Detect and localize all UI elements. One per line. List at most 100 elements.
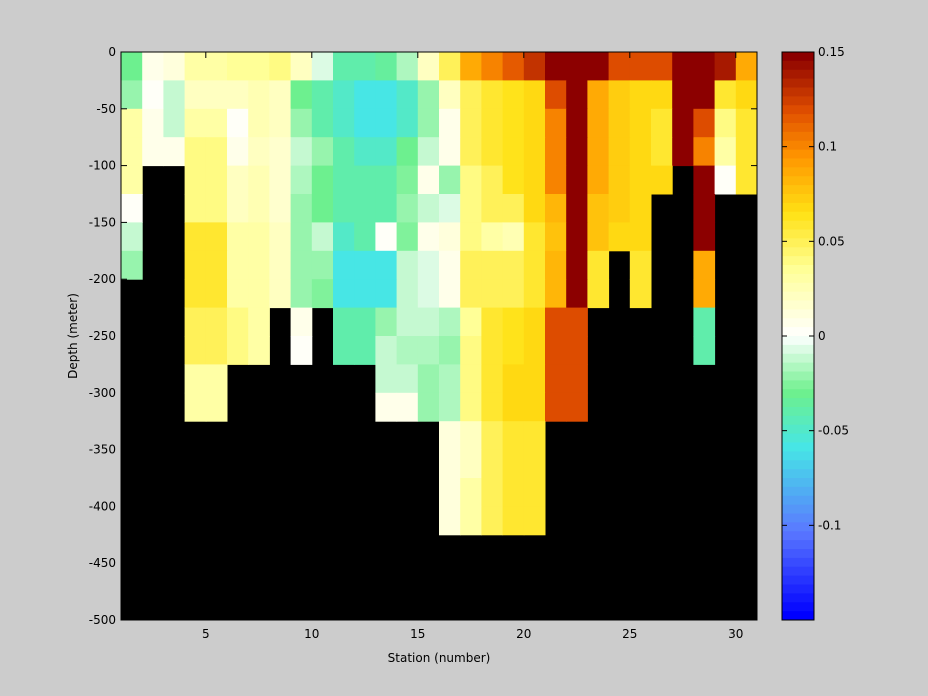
heatmap-cell (460, 222, 482, 252)
heatmap-cell (481, 336, 504, 365)
heatmap-cell (417, 336, 440, 365)
heatmap-cell (481, 279, 504, 309)
heatmap-cell (227, 137, 249, 167)
heatmap-cell (693, 279, 716, 309)
heatmap-cell (523, 307, 546, 337)
colorbar-swatch (782, 309, 814, 319)
colorbar-tick-label: 0.15 (818, 45, 845, 59)
heatmap-cell (587, 165, 610, 195)
heatmap-cell (333, 80, 355, 110)
heatmap-cell (545, 165, 567, 195)
heatmap-cell (608, 52, 631, 81)
heatmap-cell (545, 108, 567, 138)
heatmap-cell (735, 165, 758, 195)
colorbar-swatch (782, 247, 814, 257)
heatmap-cell (248, 279, 270, 309)
heatmap-cell (523, 194, 546, 223)
colorbar-swatch (782, 87, 814, 97)
colorbar-swatch (782, 69, 814, 80)
heatmap-cell (205, 108, 228, 138)
heatmap-cell (311, 52, 334, 81)
heatmap-cell (735, 52, 758, 81)
heatmap-cell (502, 279, 525, 309)
x-tick-label: 25 (622, 627, 637, 641)
colorbar-swatch (782, 344, 814, 355)
heatmap-cell (184, 80, 207, 110)
heatmap-cell (227, 165, 249, 195)
heatmap-cell (587, 250, 610, 280)
heatmap-cell (523, 336, 546, 365)
heatmap-cell (205, 137, 228, 167)
heatmap-cell (121, 165, 143, 195)
heatmap-cell (333, 165, 355, 195)
heatmap-cell (311, 165, 334, 195)
heatmap-cell (417, 165, 440, 195)
x-tick-label: 15 (410, 627, 425, 641)
heatmap-cell (545, 52, 567, 81)
heatmap-cell (545, 364, 567, 394)
heatmap-cell (290, 336, 313, 365)
heatmap-cell (587, 52, 610, 81)
heatmap-cell (354, 279, 376, 309)
heatmap-cell (502, 108, 525, 138)
heatmap-cell (693, 307, 716, 337)
heatmap-cell (142, 137, 164, 167)
colorbar-swatch (782, 229, 814, 239)
heatmap-cell (460, 364, 482, 394)
heatmap-cell (439, 165, 461, 195)
heatmap-cell (566, 194, 588, 223)
heatmap-cell (417, 80, 440, 110)
heatmap-cell (396, 222, 419, 252)
heatmap-cell (460, 80, 482, 110)
heatmap-cell (481, 449, 504, 479)
heatmap-cell (481, 165, 504, 195)
heatmap-cell (417, 108, 440, 138)
heatmap-cell (417, 222, 440, 252)
colorbar-swatch (782, 415, 814, 426)
heatmap-cell (205, 165, 228, 195)
heatmap-cell (714, 52, 737, 81)
heatmap-cell (693, 80, 716, 110)
heatmap-cell (523, 222, 546, 252)
heatmap-cell (333, 307, 355, 337)
heatmap-cell (587, 279, 610, 309)
heatmap-cell (290, 137, 313, 167)
colorbar-swatch (782, 52, 814, 62)
heatmap-cell (502, 165, 525, 195)
heatmap-cell (439, 80, 461, 110)
heatmap-cell (460, 506, 482, 536)
heatmap-cell (608, 165, 631, 195)
heatmap-cell (566, 165, 588, 195)
colorbar-swatch (782, 442, 814, 452)
colorbar-swatch (782, 602, 814, 612)
heatmap-cell (121, 222, 143, 252)
heatmap-cell (566, 108, 588, 138)
heatmap-cell (354, 250, 376, 280)
heatmap-cell (714, 108, 737, 138)
heatmap-cell (693, 336, 716, 365)
heatmap-cell (333, 279, 355, 309)
heatmap-cell (439, 421, 461, 451)
heatmap-cell (566, 279, 588, 309)
colorbar-swatch (782, 140, 814, 151)
heatmap-cell (248, 250, 270, 280)
colorbar-swatch (782, 549, 814, 559)
heatmap-cell (290, 279, 313, 309)
heatmap-cell (290, 307, 313, 337)
heatmap-cell (205, 250, 228, 280)
colorbar-swatch (782, 362, 814, 372)
heatmap-cell (396, 336, 419, 365)
heatmap-cell (311, 137, 334, 167)
y-tick-label: -400 (89, 499, 116, 513)
heatmap-cell (290, 194, 313, 223)
heatmap-cell (587, 80, 610, 110)
colorbar-swatch (782, 504, 814, 514)
heatmap-cell (396, 364, 419, 394)
colorbar-swatch (782, 433, 814, 443)
colorbar-swatch (782, 256, 814, 266)
colorbar-swatch (782, 327, 814, 337)
heatmap-cell (502, 307, 525, 337)
y-tick-label: -500 (89, 613, 116, 627)
heatmap-cell (714, 137, 737, 167)
heatmap-cell (629, 250, 652, 280)
